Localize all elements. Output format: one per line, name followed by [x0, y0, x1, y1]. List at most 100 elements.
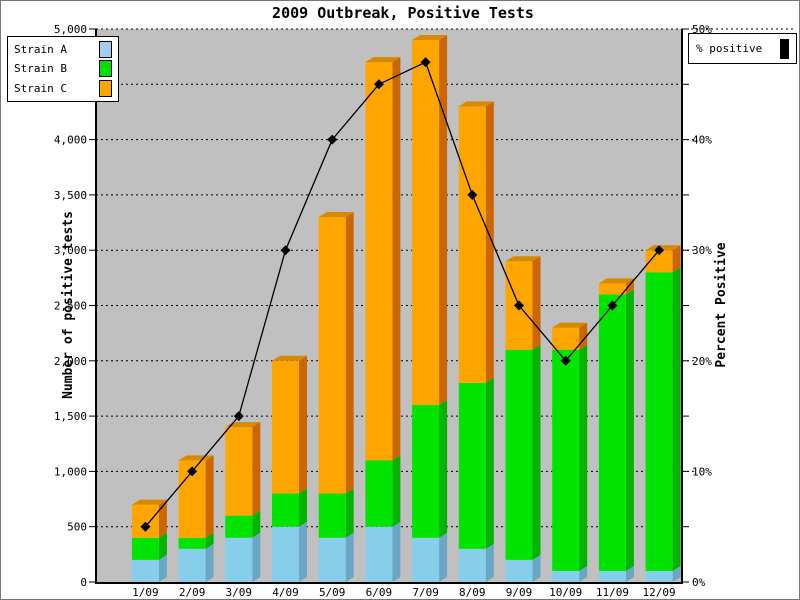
- bar-side-12/09: [672, 245, 681, 273]
- bar-segment-2/09-Strain B: [178, 537, 206, 549]
- x-label-2/09: 2/09: [179, 586, 206, 599]
- bar-segment-4/09-Strain B: [272, 493, 299, 527]
- legend-label: % positive: [696, 42, 763, 55]
- bar-segment-11/09-Strain A: [598, 570, 626, 582]
- bar-segment-4/09-Strain C: [272, 360, 299, 494]
- bar-segment-5/09-Strain B: [318, 493, 346, 538]
- diamond-marker-6/09: [373, 79, 384, 90]
- bar-segment-11/09-Strain B: [598, 294, 626, 571]
- legend-item-strain-b: Strain B: [14, 60, 112, 78]
- right-tick-label: 0%: [692, 576, 706, 589]
- bar-segment-7/09-Strain A: [412, 537, 440, 582]
- diamond-marker-9/09: [514, 300, 524, 311]
- bar-top-6/09: [365, 57, 401, 63]
- bar-top-7/09: [412, 35, 448, 41]
- x-label-8/09: 8/09: [459, 586, 486, 599]
- right-tick-label: 50%: [692, 23, 712, 36]
- bar-segment-8/09-Strain C: [458, 106, 486, 383]
- bar-side-1/09: [158, 554, 167, 582]
- left-tick-label: 3,000: [54, 244, 87, 257]
- x-label-1/09: 1/09: [132, 586, 159, 599]
- left-tick-label: 3,500: [54, 189, 87, 202]
- x-label-10/09: 10/09: [549, 586, 582, 599]
- left-tick-label: 2,500: [54, 300, 87, 313]
- left-tick-label: 1,500: [54, 410, 87, 423]
- bar-side-7/09: [439, 35, 448, 406]
- bar-segment-12/09-Strain C: [645, 250, 673, 273]
- bar-side-6/09: [392, 57, 401, 461]
- bar-side-11/09: [625, 565, 634, 582]
- bar-segment-12/09-Strain B: [645, 272, 673, 571]
- bar-segment-5/09-Strain A: [318, 537, 346, 582]
- bar-side-6/09: [392, 455, 401, 527]
- legend-swatch-strain-c: [99, 79, 112, 97]
- bar-side-7/09: [439, 400, 448, 538]
- legend-item-strain-c: Strain C: [14, 79, 112, 97]
- right-tick-label: 40%: [692, 134, 712, 147]
- bar-side-1/09: [158, 532, 167, 560]
- x-label-6/09: 6/09: [366, 586, 393, 599]
- bar-side-3/09: [252, 532, 261, 582]
- bar-segment-6/09-Strain C: [365, 62, 393, 461]
- bar-top-10/09: [552, 322, 588, 328]
- diamond-marker-1/09: [140, 521, 151, 532]
- bar-side-10/09: [579, 344, 588, 571]
- legend-swatch-strain-b: [99, 60, 112, 78]
- bar-side-4/09: [299, 521, 307, 582]
- left-tick-label: 2,000: [54, 355, 87, 368]
- legend-label: Strain C: [14, 81, 67, 95]
- right-axis-title: Percent Positive: [714, 242, 729, 367]
- diamond-marker-12/09: [654, 245, 665, 256]
- bar-side-11/09: [625, 289, 634, 571]
- legend-item-strain-a: Strain A: [14, 41, 112, 59]
- bar-side-4/09: [299, 355, 307, 494]
- legend-percent-positive: % positive: [688, 33, 797, 64]
- bar-side-4/09: [299, 488, 307, 527]
- left-tick-label: 500: [67, 521, 87, 534]
- bar-segment-9/09-Strain B: [505, 349, 533, 560]
- bar-segment-3/09-Strain C: [225, 427, 253, 516]
- x-label-12/09: 12/09: [643, 586, 676, 599]
- legend-swatch-strain-a: [99, 41, 112, 59]
- bar-side-12/09: [672, 267, 681, 571]
- bar-top-5/09: [318, 212, 354, 218]
- diamond-marker-10/09: [560, 355, 571, 366]
- right-tick-label: 30%: [692, 244, 712, 257]
- bar-segment-4/09-Strain A: [272, 526, 299, 582]
- diamond-marker-2/09: [187, 466, 198, 477]
- right-tick-label: 20%: [692, 355, 712, 368]
- bar-segment-1/09-Strain A: [131, 559, 159, 582]
- chart-generated: 1/09 2/09 3/09 4/09 5/09 6/09 7/09 8/09 9/09 10/0…: [54, 23, 796, 599]
- bar-segment-2/09-Strain A: [178, 548, 206, 582]
- bar-side-8/09: [485, 101, 494, 383]
- bar-segment-11/09-Strain C: [598, 283, 626, 295]
- legend-label: Strain A: [14, 43, 67, 57]
- bar-side-8/09: [485, 377, 494, 549]
- bar-top-9/09: [505, 256, 541, 262]
- left-axis-title: Number of positive tests: [61, 211, 76, 399]
- bar-side-5/09: [345, 212, 354, 494]
- diamond-marker-4/09: [280, 245, 291, 256]
- bar-segment-10/09-Strain B: [552, 349, 580, 571]
- bar-top-3/09: [225, 422, 261, 428]
- percent-positive-line: [144, 61, 660, 528]
- bar-segment-9/09-Strain A: [505, 559, 533, 582]
- bar-side-2/09: [205, 455, 214, 538]
- x-label-3/09: 3/09: [226, 586, 253, 599]
- bar-side-8/09: [485, 543, 494, 582]
- bar-side-9/09: [532, 256, 541, 350]
- bar-segment-1/09-Strain B: [131, 537, 159, 560]
- legend-swatch-line: [780, 38, 789, 59]
- bar-top-11/09: [598, 278, 634, 284]
- chart-title: 2009 Outbreak, Positive Tests: [272, 4, 534, 22]
- x-label-9/09: 9/09: [506, 586, 533, 599]
- left-tick-label: 1,000: [54, 465, 87, 478]
- bar-side-3/09: [252, 422, 261, 516]
- bar-segment-10/09-Strain A: [552, 570, 580, 582]
- x-label-11/09: 11/09: [596, 586, 629, 599]
- bar-segment-7/09-Strain B: [412, 405, 440, 538]
- left-tick-label: 4,000: [54, 134, 87, 147]
- diamond-marker-7/09: [420, 57, 431, 68]
- x-label-4/09: 4/09: [272, 586, 299, 599]
